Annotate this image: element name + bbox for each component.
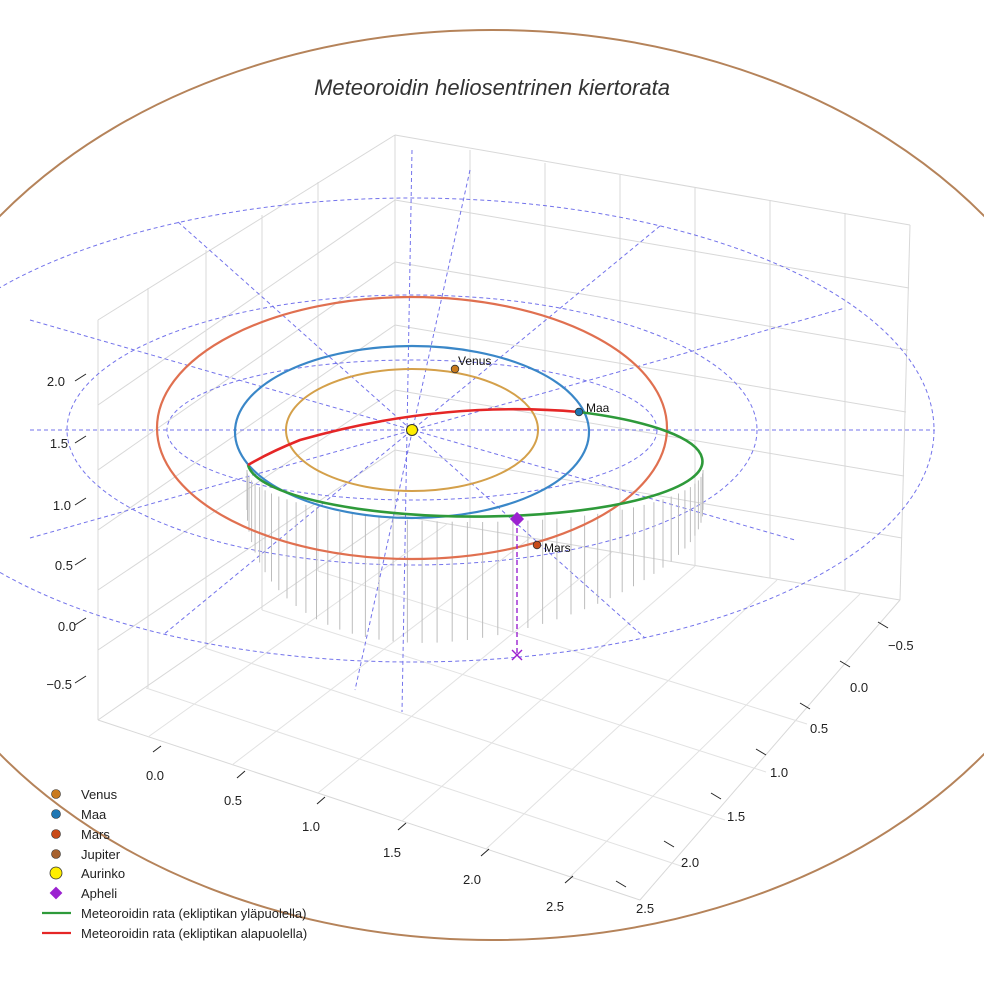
- legend-item-below-ecliptic: Meteoroidin rata (ekliptikan alapuolella…: [42, 926, 307, 941]
- legend-venus-swatch: [51, 789, 61, 799]
- reference-spoke: [177, 221, 646, 639]
- earth-orbit: [233, 344, 591, 520]
- meteoroid-drop-lines: [246, 470, 704, 643]
- planet-orbits: [155, 295, 669, 561]
- legend-item-jupiter: Jupiter: [51, 847, 121, 862]
- floor-grid: [145, 523, 861, 878]
- legend-item-aurinko: Aurinko: [49, 866, 125, 881]
- floor-pane: [97, 514, 901, 901]
- x-tick-label: 0.5: [224, 793, 242, 808]
- y-axis-ticks: −0.5 0.0 0.5 1.0 1.5 2.0 2.5: [615, 621, 914, 916]
- mars-label: Mars: [544, 541, 571, 555]
- reference-spoke: [162, 225, 661, 636]
- mars-marker: [532, 540, 542, 550]
- x-tick-label: 1.0: [302, 819, 320, 834]
- y-tick-label: 2.5: [636, 901, 654, 916]
- legend-label: Jupiter: [81, 847, 121, 862]
- markers: Venus Maa Mars: [406, 354, 610, 555]
- legend-label: Meteoroidin rata (ekliptikan yläpuolella…: [81, 906, 306, 921]
- legend-aphelion-swatch: [49, 886, 63, 900]
- legend-item-venus: Venus: [51, 787, 118, 802]
- y-tick-label: 0.0: [850, 680, 868, 695]
- x-axis-ticks: 0.0 0.5 1.0 1.5 2.0 2.5: [146, 745, 574, 914]
- legend-jupiter-swatch: [51, 849, 61, 859]
- legend-item-mars: Mars: [51, 827, 110, 842]
- x-tick-label: 1.5: [383, 845, 401, 860]
- legend-maa-swatch: [51, 809, 61, 819]
- jupiter-orbit-path: [0, 29, 984, 941]
- z-tick-label: 0.0: [58, 619, 76, 634]
- sun-marker: [406, 424, 418, 436]
- legend-label: Maa: [81, 807, 107, 822]
- jupiter-orbit: [0, 29, 984, 941]
- legend: Venus Maa Mars Jupiter Aurinko Apheli Me…: [42, 787, 307, 941]
- venus-marker: [450, 364, 460, 374]
- x-tick-label: 0.0: [146, 768, 164, 783]
- axes-box: [97, 134, 911, 901]
- y-tick-label: 2.0: [681, 855, 699, 870]
- chart-title: Meteoroidin heliosentrinen kiertorata: [314, 75, 670, 100]
- legend-sun-swatch: [49, 866, 63, 880]
- earth-label: Maa: [586, 401, 610, 415]
- reference-spoke: [29, 307, 846, 539]
- x-tick-label: 2.0: [463, 872, 481, 887]
- legend-label: Apheli: [81, 886, 117, 901]
- legend-label: Venus: [81, 787, 118, 802]
- aphelion-projection-cross: [511, 649, 523, 661]
- legend-label: Aurinko: [81, 866, 125, 881]
- y-tick-label: 0.5: [810, 721, 828, 736]
- legend-label: Mars: [81, 827, 110, 842]
- legend-mars-swatch: [51, 829, 61, 839]
- legend-item-maa: Maa: [51, 807, 107, 822]
- earth-marker: [574, 407, 584, 417]
- y-tick-label: −0.5: [888, 638, 914, 653]
- venus-label: Venus: [458, 354, 491, 368]
- legend-item-above-ecliptic: Meteoroidin rata (ekliptikan yläpuolella…: [42, 906, 306, 921]
- legend-label: Meteoroidin rata (ekliptikan alapuolella…: [81, 926, 307, 941]
- z-tick-label: 2.0: [47, 374, 65, 389]
- z-axis-ticks: −0.5 0.0 0.5 1.0 1.5 2.0: [46, 373, 87, 692]
- x-tick-label: 2.5: [546, 899, 564, 914]
- y-tick-label: 1.5: [727, 809, 745, 824]
- meteoroid-orbit-above: [246, 410, 704, 518]
- meteoroid-orbit-below: [247, 407, 580, 467]
- z-tick-label: 1.5: [50, 436, 68, 451]
- meteoroid-orbit: [246, 407, 704, 518]
- mars-orbit: [155, 295, 669, 561]
- legend-item-apheli: Apheli: [49, 886, 117, 901]
- aphelion-marker: [509, 511, 525, 527]
- ecliptic-reference-grid: [0, 149, 935, 713]
- aphelion-drop: [511, 520, 523, 661]
- venus-orbit: [285, 368, 539, 492]
- z-tick-label: 1.0: [53, 498, 71, 513]
- y-tick-label: 1.0: [770, 765, 788, 780]
- reference-circle: [166, 359, 658, 501]
- z-tick-label: −0.5: [46, 677, 72, 692]
- z-tick-label: 0.5: [55, 558, 73, 573]
- reference-circle: [66, 294, 758, 566]
